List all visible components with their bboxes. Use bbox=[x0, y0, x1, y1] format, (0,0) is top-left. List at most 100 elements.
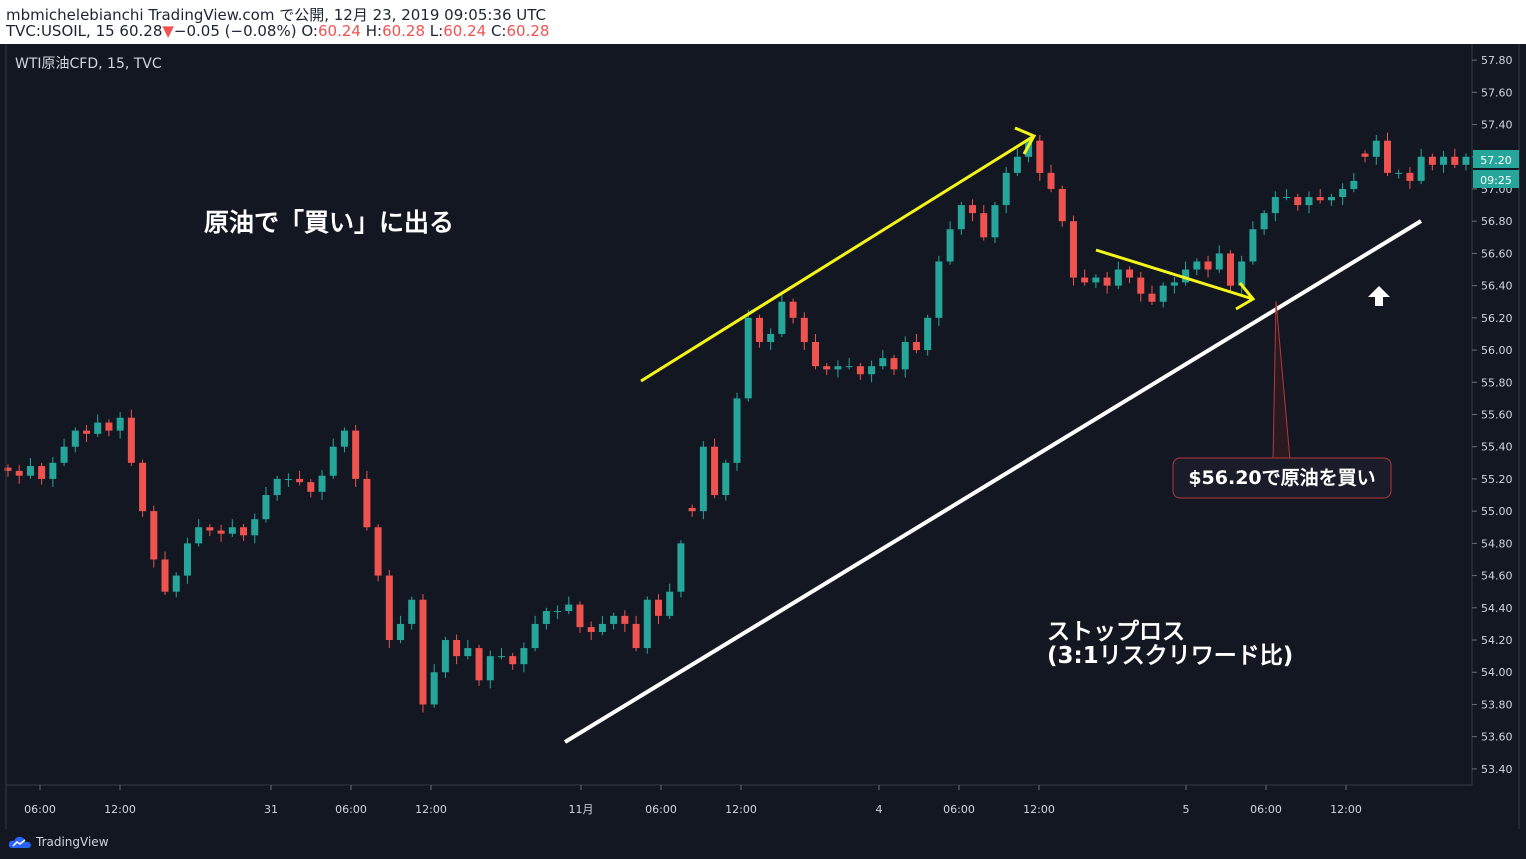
stop-loss-text: ストップロス bbox=[1047, 619, 1185, 645]
candle-body bbox=[38, 466, 46, 479]
candle-body bbox=[1081, 277, 1089, 283]
candle-body bbox=[1395, 172, 1403, 174]
candle-body bbox=[363, 478, 371, 528]
candle-body bbox=[1159, 285, 1167, 302]
y-tick-label: 55.00 bbox=[1481, 505, 1513, 518]
open-value: 60.24 bbox=[317, 22, 361, 40]
candle-body bbox=[969, 205, 977, 214]
candle-body bbox=[632, 623, 640, 649]
candle-body bbox=[856, 366, 864, 375]
candle-body bbox=[980, 213, 988, 238]
candle-body bbox=[542, 611, 550, 624]
candle-body bbox=[565, 604, 573, 612]
candle-body bbox=[206, 527, 214, 531]
candle-body bbox=[935, 261, 943, 318]
candle-body bbox=[957, 205, 965, 230]
time-axis: 06:00 12:00 31 06:00 12:00 11月 06:00 12:00 4 06:0… bbox=[24, 785, 1362, 816]
candle-body bbox=[464, 648, 472, 657]
candle-body bbox=[116, 417, 124, 431]
candle-body bbox=[554, 611, 562, 613]
candle-body bbox=[1428, 156, 1436, 165]
candle-body bbox=[800, 317, 808, 343]
candle-body bbox=[1204, 261, 1212, 270]
candle-body bbox=[1058, 188, 1066, 222]
candle-body bbox=[228, 527, 236, 534]
entry-callout-box bbox=[1172, 457, 1392, 499]
candle-body bbox=[890, 358, 898, 370]
callout-pointer bbox=[1272, 300, 1291, 463]
candle-body bbox=[722, 462, 730, 496]
candle-body bbox=[744, 317, 752, 399]
candle-body bbox=[453, 640, 461, 657]
candle-body bbox=[654, 599, 662, 616]
uptrend-arrow bbox=[640, 134, 1035, 383]
low-label: L: bbox=[429, 22, 444, 40]
y-tick-label: 56.60 bbox=[1481, 247, 1513, 260]
candle-body bbox=[497, 656, 505, 658]
candle-body bbox=[172, 575, 180, 592]
candle-body bbox=[1215, 253, 1223, 270]
candle-body bbox=[1305, 197, 1313, 206]
candle-body bbox=[924, 317, 932, 351]
candle-body bbox=[1249, 229, 1257, 262]
y-tick-label: 55.80 bbox=[1481, 376, 1513, 389]
x-tick-label: 5 bbox=[1183, 803, 1190, 816]
candle-body bbox=[26, 466, 34, 476]
candle-body bbox=[767, 333, 775, 343]
y-tick-label: 55.40 bbox=[1481, 441, 1513, 454]
pullback-arrow bbox=[1095, 248, 1254, 301]
open-label: O: bbox=[301, 22, 318, 40]
down-arrow-icon: ▼ bbox=[162, 22, 174, 40]
high-value: 60.28 bbox=[382, 22, 426, 40]
price-chart[interactable]: 57.8057.6057.4057.2057.0056.8056.6056.40… bbox=[0, 44, 1526, 829]
candles bbox=[4, 132, 1470, 713]
candle-body bbox=[901, 342, 909, 370]
candle-body bbox=[318, 475, 326, 492]
candle-body bbox=[15, 470, 23, 476]
candle-body bbox=[4, 467, 12, 471]
chart-area[interactable]: 57.8057.6057.4057.2057.0056.8056.6056.40… bbox=[0, 44, 1526, 829]
candle-body bbox=[385, 575, 393, 641]
candle-body bbox=[598, 623, 606, 632]
candle-body bbox=[531, 623, 539, 649]
candle-body bbox=[397, 623, 405, 641]
candle-body bbox=[576, 604, 584, 628]
candle-body bbox=[408, 599, 416, 624]
candle-body bbox=[1013, 156, 1021, 173]
tradingview-brand: TradingView bbox=[36, 835, 109, 849]
x-tick-label: 12:00 bbox=[104, 803, 136, 816]
tradingview-logo[interactable]: TradingView bbox=[8, 835, 109, 849]
candle-body bbox=[1417, 156, 1425, 181]
price-badge-box bbox=[1473, 150, 1519, 168]
y-tick-label: 57.80 bbox=[1481, 54, 1513, 67]
candle-body bbox=[1271, 197, 1279, 214]
price-change: −0.05 (−0.08%) bbox=[173, 22, 297, 40]
pullback-arrow-head bbox=[1235, 282, 1256, 311]
candle-body bbox=[251, 519, 259, 536]
candle-body bbox=[1350, 180, 1358, 189]
candle-body bbox=[868, 366, 876, 375]
y-tick-label: 54.20 bbox=[1481, 634, 1513, 647]
x-tick-label: 12:00 bbox=[725, 803, 757, 816]
candle-body bbox=[946, 229, 954, 262]
candle-body bbox=[486, 656, 494, 681]
candle-body bbox=[1114, 269, 1122, 286]
candle-body bbox=[195, 527, 203, 544]
symbol-info: TVC:USOIL, 15 60.28 bbox=[6, 22, 163, 40]
chart-title: WTI原油CFD, 15, TVC bbox=[15, 56, 162, 72]
y-tick-label: 56.20 bbox=[1481, 312, 1513, 325]
candle-body bbox=[1069, 221, 1077, 278]
x-tick-label: 06:00 bbox=[645, 803, 677, 816]
candle-body bbox=[1440, 156, 1448, 165]
x-tick-label: 06:00 bbox=[335, 803, 367, 816]
candle-body bbox=[1339, 188, 1347, 198]
ohlc-line: TVC:USOIL, 15 60.28▼−0.05 (−0.08%) O:60.… bbox=[6, 22, 549, 40]
candle-body bbox=[71, 430, 79, 447]
candle-body bbox=[643, 599, 651, 649]
candle-body bbox=[183, 543, 191, 576]
low-value: 60.24 bbox=[443, 22, 487, 40]
candle-body bbox=[1126, 269, 1134, 278]
x-tick-label: 31 bbox=[264, 803, 278, 816]
uptrend-arrow-head bbox=[1014, 126, 1037, 155]
y-tick-label: 54.40 bbox=[1481, 602, 1513, 615]
